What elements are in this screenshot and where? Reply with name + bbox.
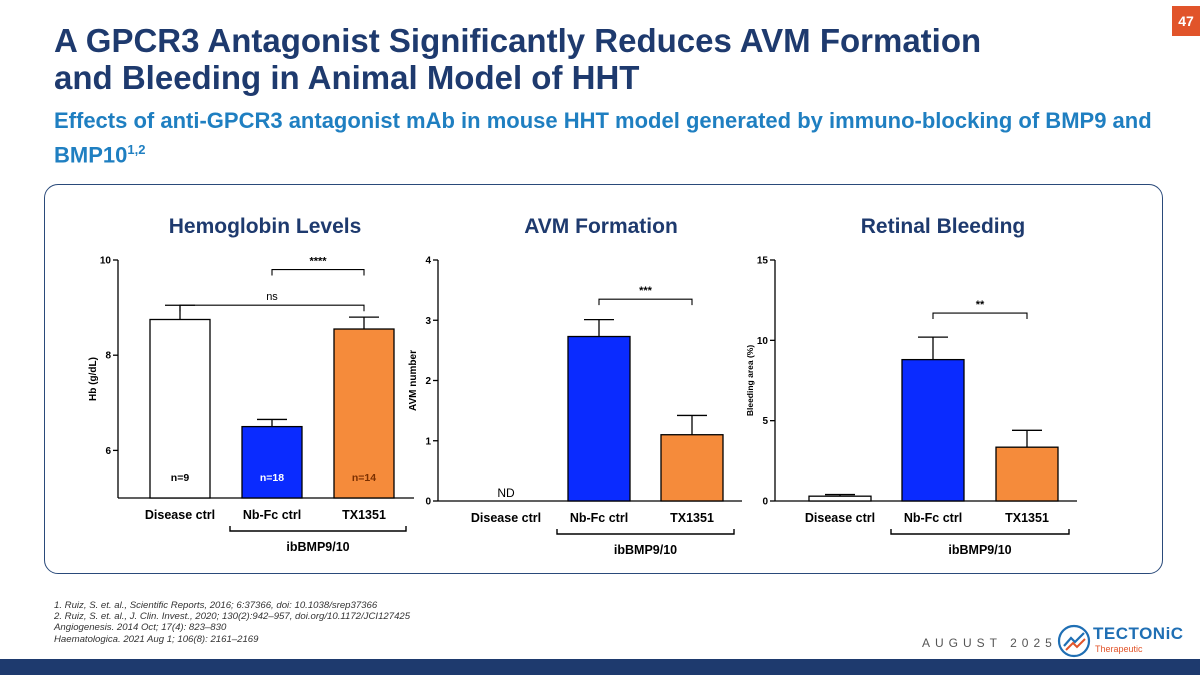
chart3-group-bracket <box>890 529 1070 535</box>
reference-1: 1. Ruiz, S. et. al., Scientific Reports,… <box>54 600 378 611</box>
footer-bar <box>0 659 1200 675</box>
chart1-n-label: n=9 <box>171 472 190 484</box>
chart2-y-axis-label: AVM number <box>408 350 419 411</box>
chart1-significance-bracket <box>179 304 365 312</box>
subtitle-text: Effects of anti-GPCR3 antagonist mAb in … <box>54 108 1152 168</box>
reference-2: 2. Ruiz, S. et. al., J. Clin. Invest., 2… <box>54 611 411 623</box>
chart2-significance-label: *** <box>639 285 653 297</box>
chart3-category-label: Disease ctrl <box>805 511 875 525</box>
chart1-bar-2 <box>241 425 303 499</box>
chart3-bar-1 <box>808 495 872 502</box>
chart1-n-label: n=14 <box>352 472 376 484</box>
chart2-y-tick-label: 2 <box>425 376 431 387</box>
subtitle-superscript: 1,2 <box>127 142 146 157</box>
chart1-group-label: ibBMP9/10 <box>286 540 349 554</box>
chart3-significance-label: ** <box>976 299 985 311</box>
chart1-y-tick-label: 6 <box>105 446 111 457</box>
reference-3: Angiogenesis. 2014 Oct; 17(4): 823–830 <box>54 622 227 634</box>
chart2-bar-2 <box>567 335 631 502</box>
chart1-y-axis-label: Hb (g/dL) <box>88 357 99 401</box>
chart1-y-tick-label: 10 <box>100 256 112 267</box>
chart3-bar-2 <box>901 358 965 502</box>
chart2-category-label: Disease ctrl <box>471 511 541 525</box>
chart3-category-label: TX1351 <box>1005 511 1049 525</box>
slide-title: A GPCR3 Antagonist Significantly Reduces… <box>54 22 1114 96</box>
charts-panel: Hemoglobin Levels 6 8 10 Hb (g/dL) Disease ct… <box>44 184 1163 574</box>
chart2-bar-3 <box>660 434 724 502</box>
chart2-annotation: ND <box>497 486 515 500</box>
chart3-group-label: ibBMP9/10 <box>948 543 1011 557</box>
chart2-category-label: Nb-Fc ctrl <box>570 511 628 525</box>
slide-title-line-1: A GPCR3 Antagonist Significantly Reduces… <box>54 22 982 59</box>
chart1-category-label: TX1351 <box>342 508 386 522</box>
logo-name: TECTONiC <box>1093 624 1184 643</box>
chart1-n-label: n=18 <box>260 472 284 484</box>
tectonic-logo-icon <box>1057 624 1091 658</box>
logo-subtitle: Therapeutic <box>1095 644 1143 654</box>
chart2-title: AVM Formation <box>524 215 678 238</box>
chart3-y-tick-label: 5 <box>762 416 768 427</box>
reference-4: Haematologica. 2021 Aug 1; 106(8): 2161–… <box>54 633 259 645</box>
chart2-y-tick-label: 0 <box>425 497 431 508</box>
chart1-title: Hemoglobin Levels <box>169 215 362 238</box>
slide-title-line-2: and Bleeding in Animal Model of HHT <box>54 59 640 96</box>
page-number-badge: 47 <box>1172 6 1200 36</box>
chart2-y-tick-label: 1 <box>425 436 431 447</box>
chart1-significance-label: **** <box>309 256 327 268</box>
chart3-y-tick-label: 15 <box>757 256 769 267</box>
chart3-y-tick-label: 0 <box>762 497 768 508</box>
chart2-y-tick-label: 4 <box>425 256 431 267</box>
chart1-category-label: Nb-Fc ctrl <box>243 508 301 522</box>
chart3-significance-bracket <box>932 312 1028 320</box>
chart1-significance-label: ns <box>266 291 278 303</box>
company-logo: TECTONiC Therapeutic <box>1057 624 1184 660</box>
chart2-significance-bracket <box>598 298 693 306</box>
chart1-y-tick-label: 8 <box>105 351 111 362</box>
slide-subtitle: Effects of anti-GPCR3 antagonist mAb in … <box>54 106 1174 169</box>
chart1-bar-3 <box>333 328 395 499</box>
chart2-group-bracket <box>556 529 735 535</box>
chart2-category-label: TX1351 <box>670 511 714 525</box>
chart3-y-tick-label: 10 <box>757 336 769 347</box>
chart2-y-tick-label: 3 <box>425 316 431 327</box>
chart3-category-label: Nb-Fc ctrl <box>904 511 962 525</box>
chart1-category-label: Disease ctrl <box>145 508 215 522</box>
chart2-group-label: ibBMP9/10 <box>614 543 677 557</box>
references: 1. Ruiz, S. et. al., Scientific Reports,… <box>54 600 410 645</box>
presentation-date: AUGUST 2025 <box>922 636 1057 650</box>
chart1-bar-1 <box>149 318 211 499</box>
chart1-significance-bracket <box>271 268 365 276</box>
chart3-y-axis-label: Bleeding area (%) <box>745 345 755 416</box>
chart3-title: Retinal Bleeding <box>861 215 1026 238</box>
chart3-bar-3 <box>995 446 1059 502</box>
chart1-group-bracket <box>229 526 407 532</box>
